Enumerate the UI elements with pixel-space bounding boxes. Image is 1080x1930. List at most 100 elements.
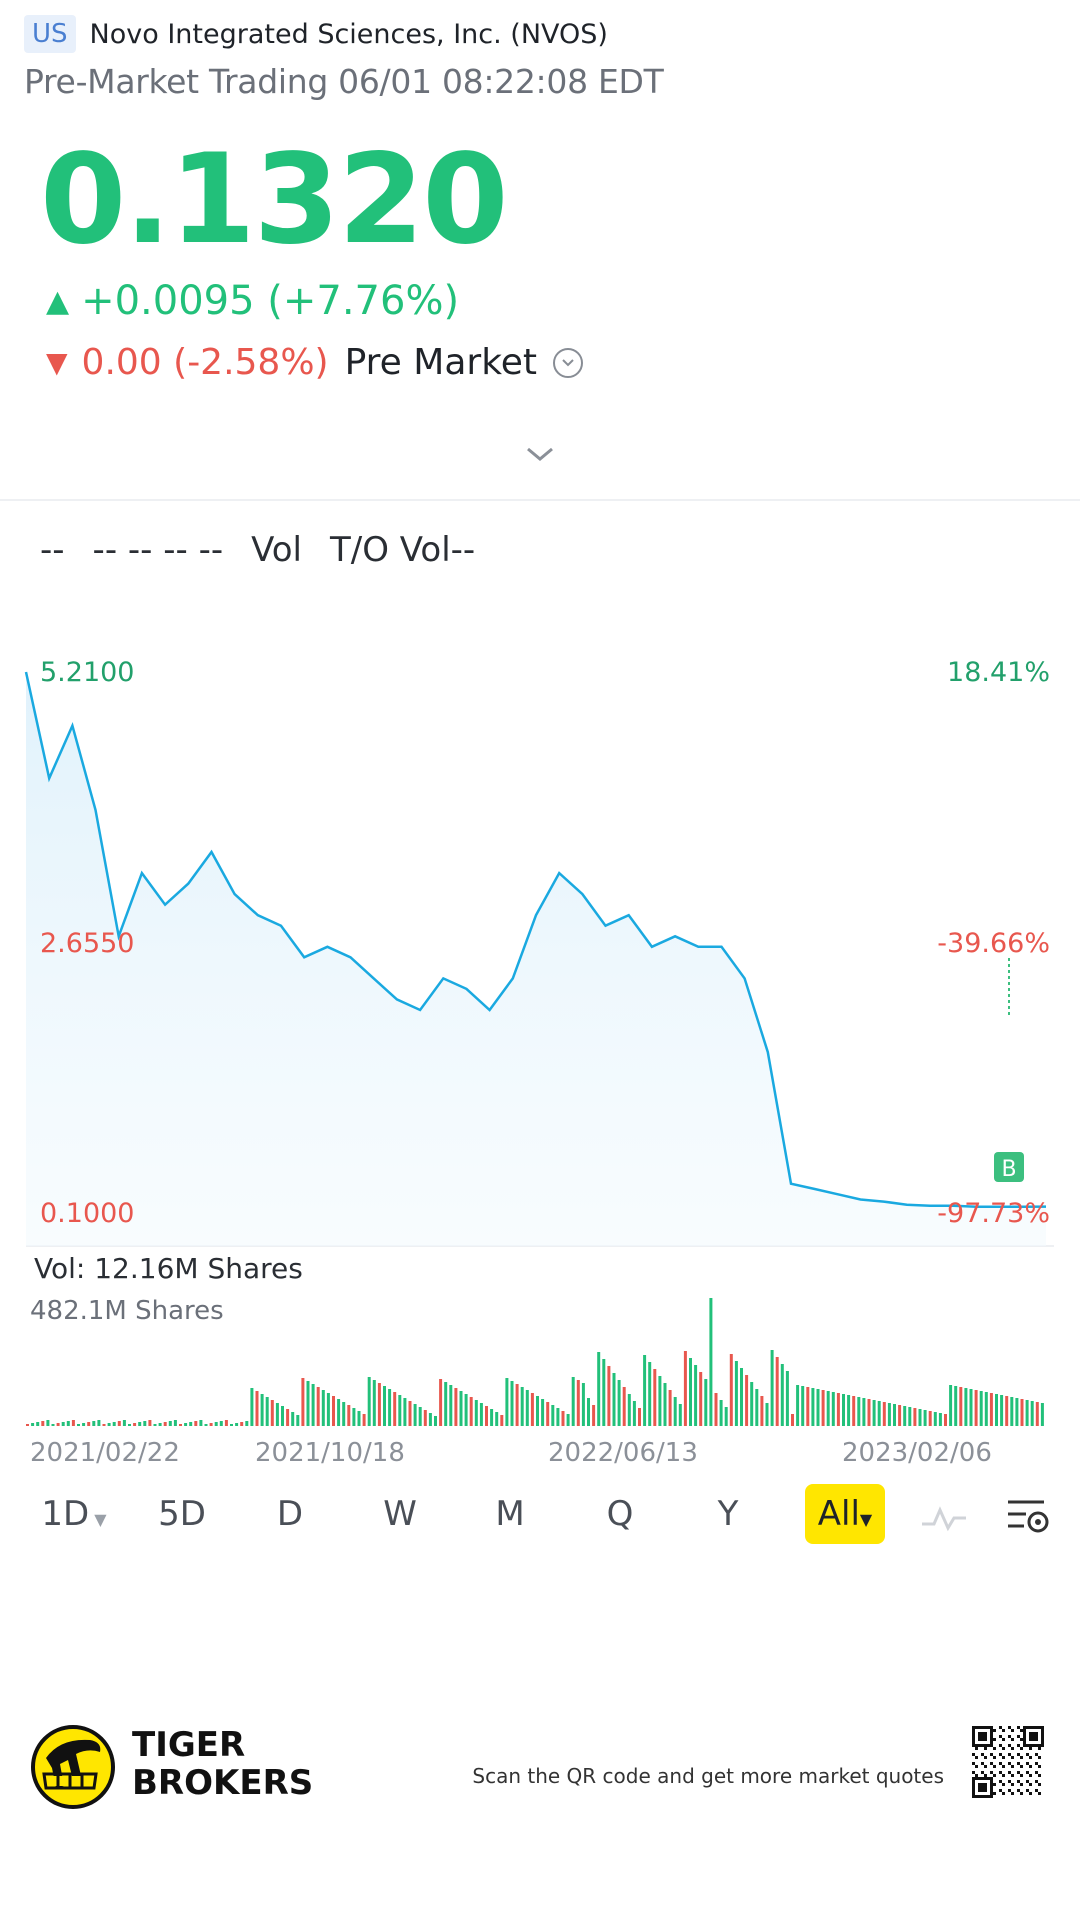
qr-module (990, 1762, 993, 1765)
qr-module (1038, 1792, 1041, 1795)
qr-module (1008, 1771, 1011, 1774)
volume-bar (102, 1424, 106, 1426)
volume-bar (826, 1391, 830, 1426)
volume-bar (979, 1391, 983, 1426)
qr-module (1020, 1738, 1023, 1741)
period-selector: 1D ▼ 5D D W M Q Y All▼ (0, 1484, 1080, 1548)
period-w[interactable]: W (383, 1494, 417, 1534)
volume-bar (597, 1352, 601, 1426)
qr-module (1026, 1780, 1029, 1783)
qr-module (1038, 1756, 1041, 1759)
last-price: 0.1320 (40, 128, 509, 272)
volume-bar (678, 1404, 682, 1426)
qr-module (1008, 1744, 1011, 1747)
session-dropdown-icon[interactable] (553, 347, 584, 378)
stats-row: -- -- -- -- -- Vol T/O Vol-- (40, 530, 503, 570)
qr-module (975, 1765, 978, 1768)
volume-bar (291, 1412, 295, 1426)
volume-bar (1005, 1396, 1009, 1426)
volume-bar (867, 1399, 871, 1426)
indicator-icon[interactable] (920, 1498, 968, 1538)
volume-bar (245, 1421, 249, 1426)
chart-settings-icon[interactable] (1006, 1496, 1050, 1540)
qr-module (990, 1771, 993, 1774)
volume-bar (724, 1407, 728, 1426)
volume-bar (638, 1408, 641, 1426)
period-d[interactable]: D (276, 1494, 304, 1534)
volume-bar (811, 1388, 815, 1426)
volume-bar (668, 1390, 672, 1426)
volume-bar (77, 1424, 80, 1426)
period-1d[interactable]: 1D ▼ (34, 1484, 114, 1544)
volume-bar (852, 1396, 856, 1426)
volume-bar (928, 1411, 932, 1426)
volume-bar (576, 1380, 580, 1426)
expand-chevron-icon[interactable] (523, 444, 557, 470)
qr-module (975, 1774, 978, 1777)
price-line (24, 671, 1047, 1209)
volume-bar (872, 1400, 876, 1426)
price-chart[interactable]: B (0, 636, 1080, 1598)
volume-bar (479, 1403, 483, 1426)
qr-module (1035, 1789, 1038, 1792)
volume-bar (760, 1396, 764, 1426)
volume-bar (138, 1422, 142, 1426)
volume-bar (352, 1408, 356, 1426)
volume-bar (785, 1371, 789, 1426)
volume-bar (796, 1385, 800, 1426)
volume-bar (97, 1420, 101, 1426)
volume-bar (959, 1387, 963, 1426)
period-y[interactable]: Y (717, 1494, 739, 1534)
volume-bar (740, 1368, 743, 1426)
qr-module (1017, 1726, 1020, 1729)
buy-marker[interactable] (994, 1152, 1024, 1182)
footer: TIGER BROKERS Scan the QR code and get m… (0, 1700, 1080, 1830)
qr-module (1020, 1792, 1023, 1795)
volume-bar (153, 1424, 157, 1426)
volume-bar (87, 1422, 91, 1426)
period-q[interactable]: Q (606, 1494, 634, 1534)
volume-bar (617, 1380, 621, 1426)
volume-bar (51, 1424, 55, 1426)
volume-bar (949, 1385, 953, 1426)
period-5d[interactable]: 5D (158, 1494, 206, 1534)
volume-bar (510, 1381, 514, 1426)
volume-bar (954, 1386, 958, 1426)
stat-values: -- -- -- -- (92, 530, 224, 570)
qr-module (1020, 1774, 1023, 1777)
price-high-label: 5.2100 (40, 657, 135, 688)
qr-module (1026, 1762, 1029, 1765)
volume-bar (383, 1386, 386, 1426)
period-all[interactable]: All▼ (805, 1484, 885, 1544)
brand-line-1: TIGER (132, 1725, 246, 1765)
price-change: +0.0095 (+7.76%) (81, 278, 460, 324)
premarket-label[interactable]: Pre Market (344, 342, 538, 383)
volume-bar (1035, 1402, 1039, 1426)
volume-bar (316, 1387, 320, 1426)
volume-bar (388, 1389, 392, 1426)
qr-module (1002, 1756, 1005, 1759)
qr-module (1035, 1771, 1038, 1774)
qr-module (1035, 1753, 1038, 1756)
volume-bar (36, 1422, 40, 1426)
volume-bar (689, 1358, 692, 1426)
period-m[interactable]: M (495, 1494, 525, 1534)
volume-bar (434, 1416, 437, 1426)
volume-bar (699, 1372, 703, 1426)
qr-module (999, 1735, 1002, 1738)
volume-bar (128, 1424, 131, 1426)
volume-bar (632, 1401, 636, 1426)
volume-bar (214, 1422, 218, 1426)
qr-module (1011, 1738, 1014, 1741)
qr-module (984, 1756, 987, 1759)
qr-module (1008, 1789, 1011, 1792)
volume-bar (490, 1409, 494, 1426)
volume-bar (944, 1414, 947, 1426)
volume-bar (337, 1399, 341, 1426)
qr-module (975, 1756, 978, 1759)
qr-module (1002, 1729, 1005, 1732)
chart-card[interactable]: B (0, 636, 1080, 1598)
price-mid-label: 2.6550 (40, 928, 135, 959)
qr-finder-center (978, 1732, 987, 1741)
qr-module (1017, 1771, 1020, 1774)
